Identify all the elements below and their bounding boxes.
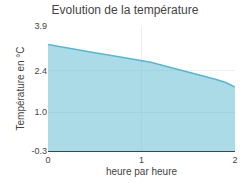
svg-text:3.9: 3.9 xyxy=(34,21,47,31)
svg-text:2.4: 2.4 xyxy=(34,66,47,76)
svg-text:1.0: 1.0 xyxy=(34,107,47,117)
svg-text:2: 2 xyxy=(232,155,237,165)
svg-text:0: 0 xyxy=(45,155,50,165)
svg-text:heure par heure: heure par heure xyxy=(106,166,178,177)
svg-text:Evolution de la température: Evolution de la température xyxy=(52,3,199,17)
svg-text:1: 1 xyxy=(139,155,144,165)
svg-text:-0.3: -0.3 xyxy=(31,146,47,156)
svg-text:Température en °C: Température en °C xyxy=(15,46,26,130)
